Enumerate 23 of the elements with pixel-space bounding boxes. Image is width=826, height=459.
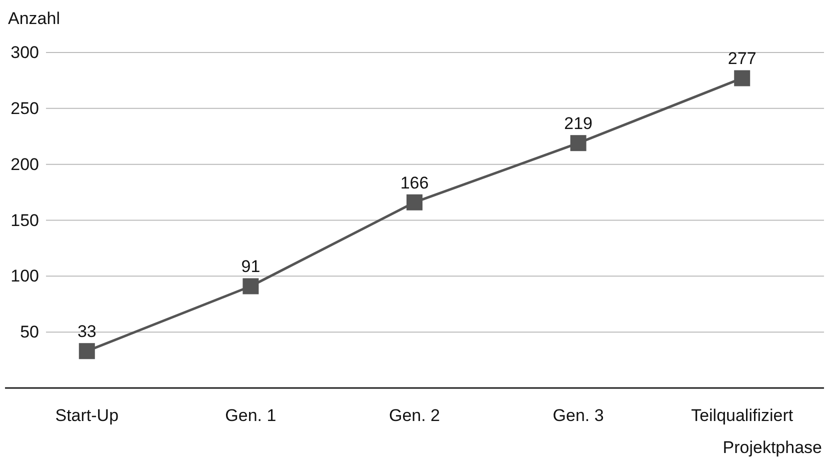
- point: [570, 135, 586, 152]
- y-tick-label: 200: [10, 154, 39, 174]
- data-label: 91: [241, 257, 260, 276]
- y-axis-title: Anzahl: [8, 9, 60, 28]
- x-tick-label: Gen. 3: [552, 406, 604, 425]
- data-label: 277: [728, 49, 756, 68]
- x-tick-label: Gen. 2: [388, 406, 440, 425]
- point: [78, 343, 95, 360]
- data-label: 219: [564, 114, 592, 134]
- y-tick-label: 300: [10, 43, 39, 62]
- y-tick-label: 250: [10, 98, 39, 118]
- x-tick-label: Teilqualifiziert: [691, 406, 794, 425]
- x-axis-title: Projektphase: [722, 438, 822, 457]
- data-label: 33: [77, 322, 96, 342]
- x-tick-label: Start-Up: [55, 406, 119, 425]
- point: [242, 278, 259, 294]
- y-tick-label: 50: [20, 322, 39, 342]
- x-tick-label: Gen. 1: [225, 406, 276, 425]
- y-tick-label: 150: [10, 210, 39, 230]
- data-label: 166: [400, 173, 429, 192]
- point: [734, 70, 750, 86]
- y-tick-label: 100: [10, 266, 39, 286]
- point: [406, 194, 422, 210]
